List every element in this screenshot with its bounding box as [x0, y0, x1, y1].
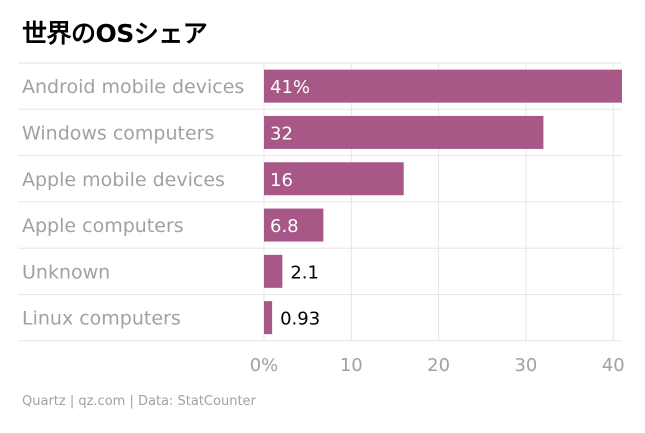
value-label: 41%	[270, 77, 310, 98]
bar	[264, 301, 273, 335]
x-tick-label: 10	[340, 355, 363, 376]
category-label: Android mobile devices	[22, 76, 244, 98]
value-label: 0.93	[280, 309, 320, 330]
bar	[264, 208, 324, 242]
value-label: 2.1	[290, 262, 319, 283]
value-label: 16	[270, 170, 293, 191]
bar	[264, 162, 404, 196]
bar	[264, 69, 622, 103]
value-label: 6.8	[270, 216, 299, 237]
x-tick-label: 20	[427, 355, 450, 376]
category-label: Windows computers	[22, 122, 214, 144]
category-label: Apple computers	[22, 215, 184, 237]
x-tick-label: 0%	[250, 355, 279, 376]
x-tick-label: 30	[514, 355, 537, 376]
category-label: Unknown	[22, 261, 110, 283]
source-footer: Quartz | qz.com | Data: StatCounter	[22, 394, 256, 409]
category-label: Apple mobile devices	[22, 169, 225, 191]
x-tick-label: 40	[602, 355, 625, 376]
bar	[264, 115, 544, 149]
value-label: 32	[270, 123, 293, 144]
category-label: Linux computers	[22, 308, 181, 330]
bar	[264, 254, 283, 288]
chart-title: 世界のOSシェア	[22, 19, 208, 48]
